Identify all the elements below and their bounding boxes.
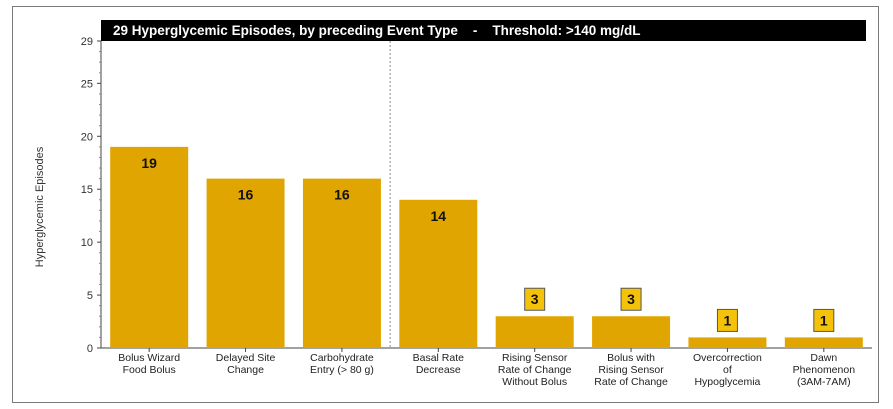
bar xyxy=(302,178,381,348)
bar xyxy=(399,199,478,348)
bar xyxy=(495,316,574,348)
data-label-box xyxy=(620,287,642,311)
title-bar xyxy=(101,20,866,41)
chart-frame: 29 Hyperglycemic Episodes, by preceding … xyxy=(12,6,879,403)
y-tick-label: 5 xyxy=(87,290,93,302)
category-label: Rising Sensor xyxy=(502,352,568,364)
y-tick-label: 25 xyxy=(81,78,93,90)
category-label: Phenomenon xyxy=(793,364,856,376)
chart-title: 29 Hyperglycemic Episodes, by preceding … xyxy=(113,23,641,38)
bar-chart: 29 Hyperglycemic Episodes, by preceding … xyxy=(34,20,872,388)
data-label: 16 xyxy=(238,187,254,203)
category-label: (3AM-7AM) xyxy=(797,376,851,388)
y-tick-label: 20 xyxy=(81,131,93,143)
data-label: 3 xyxy=(531,291,539,307)
category-label: Dawn xyxy=(810,352,837,364)
category-label: Overcorrection xyxy=(693,352,762,364)
axes: 0 5 10 15 20 25 29 xyxy=(81,36,872,355)
y-axis-label: Hyperglycemic Episodes xyxy=(34,146,46,267)
category-label: Bolus with xyxy=(607,352,655,364)
category-label: Without Bolus xyxy=(502,376,567,388)
category-label: Rising Sensor xyxy=(598,364,664,376)
data-label: 14 xyxy=(431,208,447,224)
category-label: Decrease xyxy=(416,364,461,376)
category-label: Rate of Change xyxy=(594,376,668,388)
category-label: Food Bolus xyxy=(123,364,176,376)
category-label: Bolus Wizard xyxy=(118,352,180,364)
data-label: 16 xyxy=(334,187,350,203)
data-label: 1 xyxy=(724,312,732,328)
category-label: of xyxy=(723,364,732,376)
bar xyxy=(784,337,863,348)
y-tick-label: 10 xyxy=(81,237,93,249)
bar xyxy=(592,316,671,348)
category-label: Basal Rate xyxy=(413,352,465,364)
category-label: Change xyxy=(227,364,264,376)
y-tick-label: 0 xyxy=(87,343,93,355)
category-label: Hypoglycemia xyxy=(694,376,760,388)
category-label: Delayed Site xyxy=(216,352,276,364)
bar xyxy=(206,178,285,348)
bar xyxy=(110,146,189,348)
y-tick-label: 15 xyxy=(81,184,93,196)
bars xyxy=(110,146,863,348)
data-label: 1 xyxy=(820,312,828,328)
category-label: Carbohydrate xyxy=(310,352,374,364)
category-label: Rate of Change xyxy=(498,364,572,376)
data-label-box xyxy=(813,308,835,332)
data-label: 19 xyxy=(141,155,157,171)
data-labels: 19 16 16 14 3 3 1 1 xyxy=(141,155,835,332)
data-label-box xyxy=(524,287,546,311)
data-label: 3 xyxy=(627,291,635,307)
data-label-box xyxy=(716,308,738,332)
category-label: Entry (> 80 g) xyxy=(310,364,374,376)
y-tick-label: 29 xyxy=(81,36,93,48)
bar xyxy=(688,337,767,348)
